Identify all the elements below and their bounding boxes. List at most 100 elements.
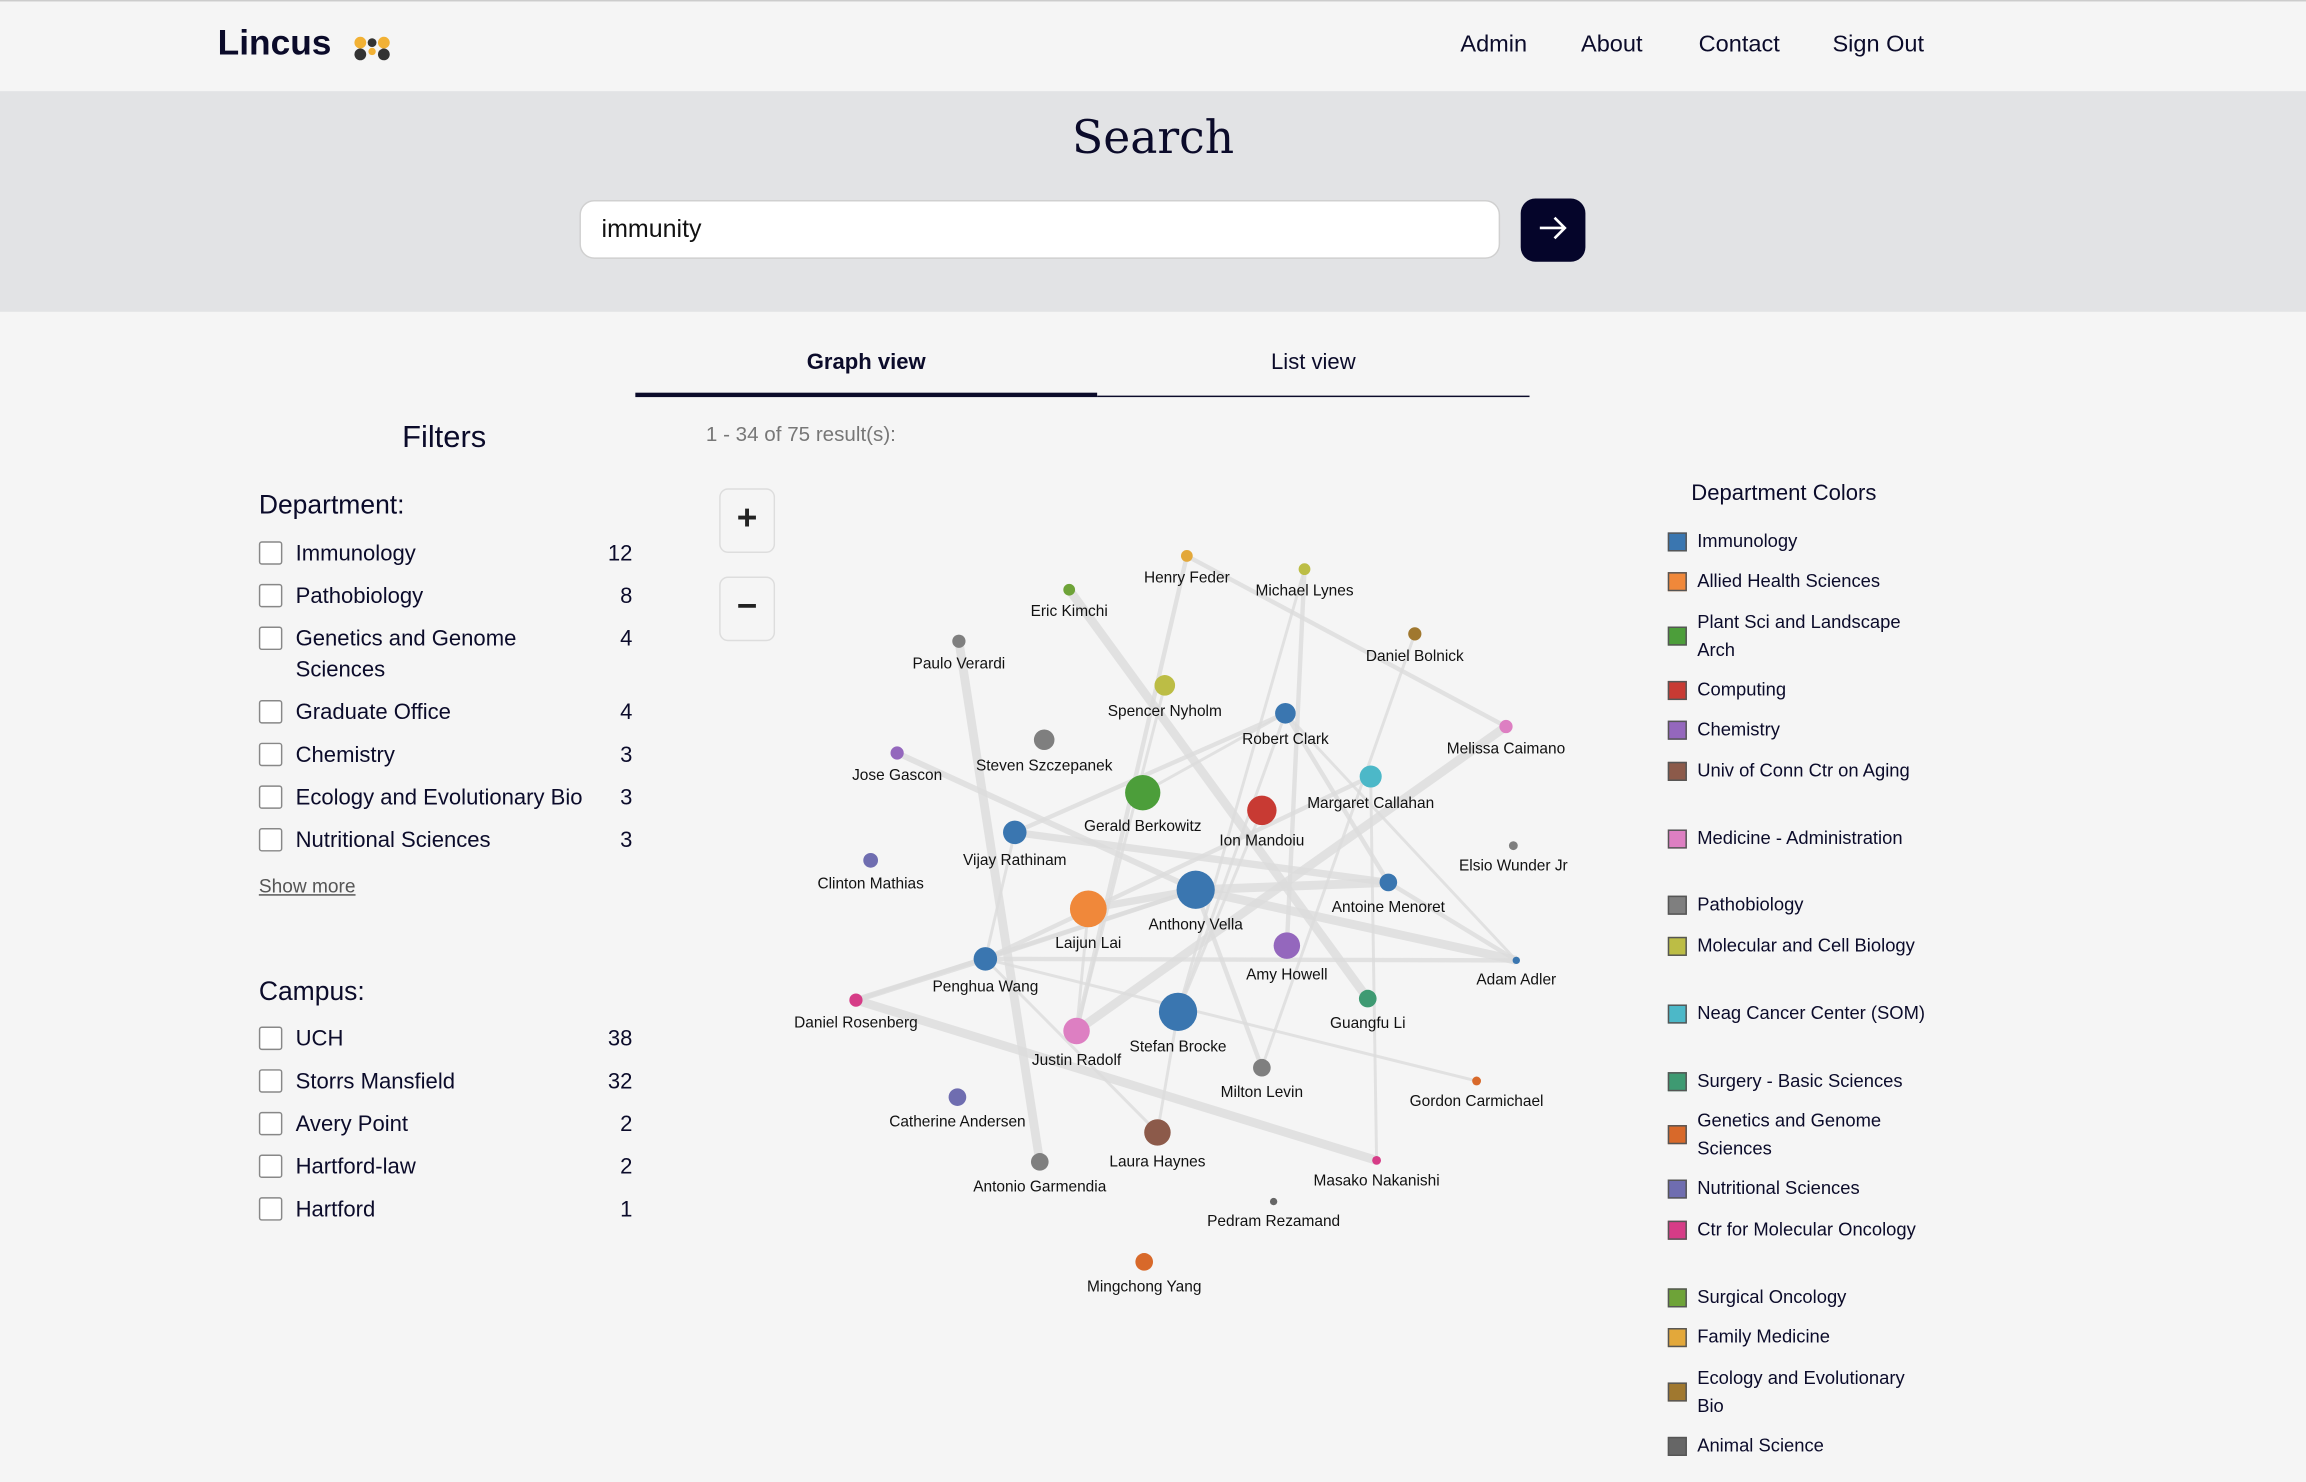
- graph-node[interactable]: [1499, 719, 1513, 734]
- graph-edge: [1369, 776, 1379, 1161]
- nav-sign-out[interactable]: Sign Out: [1832, 32, 1925, 58]
- graph-edge: [1284, 712, 1518, 962]
- filter-option[interactable]: Storrs Mansfield 32: [258, 1066, 632, 1097]
- filter-checkbox[interactable]: [258, 785, 283, 809]
- graph-node[interactable]: [1180, 550, 1193, 562]
- graph-node[interactable]: [1154, 675, 1176, 696]
- graph-node[interactable]: [1176, 870, 1215, 909]
- graph-node[interactable]: [952, 634, 966, 648]
- nav-about[interactable]: About: [1581, 32, 1643, 58]
- legend-label: Allied Health Sciences: [1697, 570, 1881, 592]
- filter-checkbox[interactable]: [258, 1026, 283, 1051]
- graph-node[interactable]: [1512, 956, 1520, 965]
- filter-option[interactable]: Chemistry 3: [258, 740, 632, 771]
- graph-node-label: Eric Kimchi: [1031, 603, 1108, 620]
- filter-option[interactable]: UCH 38: [258, 1024, 632, 1055]
- zoom-out-button[interactable]: −: [719, 576, 776, 642]
- legend-item: Ecology and Evolutionary Bio: [1667, 1365, 1933, 1419]
- graph-node[interactable]: [1359, 765, 1382, 788]
- filter-option[interactable]: Hartford-law 2: [258, 1152, 632, 1183]
- graph-node[interactable]: [948, 1088, 967, 1106]
- graph-node[interactable]: [1275, 702, 1296, 724]
- graph-node[interactable]: [1273, 932, 1301, 959]
- graph-node[interactable]: [1030, 1153, 1049, 1171]
- filter-checkbox[interactable]: [258, 742, 283, 767]
- legend-label: Molecular and Cell Biology: [1697, 935, 1915, 956]
- graph-node[interactable]: [1003, 820, 1027, 845]
- graph-node[interactable]: [1125, 775, 1161, 811]
- tab-list-view[interactable]: List view: [1097, 350, 1530, 398]
- graph-node[interactable]: [1135, 1253, 1154, 1271]
- filter-checkbox[interactable]: [258, 828, 283, 852]
- graph-edge: [1260, 633, 1417, 1069]
- legend-label: Computing: [1697, 679, 1787, 701]
- filter-option[interactable]: Graduate Office 4: [258, 697, 632, 728]
- graph-node[interactable]: [1269, 1197, 1278, 1206]
- graph-node[interactable]: [1063, 1017, 1090, 1045]
- legend-swatch: [1667, 761, 1687, 781]
- graph-edge: [1185, 553, 1508, 729]
- graph-node-label: Catherine Andersen: [889, 1114, 1025, 1131]
- legend-item: Animal Science: [1667, 1432, 1933, 1459]
- graph-node[interactable]: [1144, 1119, 1171, 1146]
- search-submit-button[interactable]: [1520, 198, 1586, 262]
- graph-node[interactable]: [1158, 992, 1198, 1031]
- filter-checkbox[interactable]: [258, 1069, 283, 1093]
- graph-node[interactable]: [849, 993, 863, 1007]
- filter-option[interactable]: Ecology and Evolutionary Bio 3: [258, 782, 633, 813]
- search-input[interactable]: [579, 200, 1501, 259]
- zoom-in-button[interactable]: +: [719, 488, 776, 553]
- graph-node-label: Guangfu Li: [1330, 1015, 1406, 1032]
- legend-swatch: [1667, 532, 1687, 552]
- filter-option[interactable]: Pathobiology 8: [258, 581, 632, 612]
- graph-node[interactable]: [1063, 583, 1076, 596]
- graph-node[interactable]: [973, 947, 998, 971]
- graph-node[interactable]: [1298, 563, 1311, 576]
- filter-checkbox[interactable]: [258, 541, 283, 565]
- graph-node[interactable]: [1358, 989, 1377, 1008]
- legend-label: Chemistry: [1697, 719, 1780, 740]
- legend-swatch: [1667, 1125, 1687, 1145]
- legend-swatch: [1667, 1436, 1687, 1456]
- nav-contact[interactable]: Contact: [1698, 32, 1780, 58]
- graph-node-label: Spencer Nyholm: [1108, 703, 1222, 720]
- graph-node[interactable]: [1472, 1076, 1481, 1086]
- filter-label: Genetics and Genome Sciences: [295, 626, 517, 683]
- filter-checkbox[interactable]: [258, 583, 283, 608]
- legend-label: Animal Science: [1697, 1435, 1824, 1456]
- filters-title: Filters: [402, 420, 487, 455]
- nav-admin[interactable]: Admin: [1460, 32, 1528, 58]
- filter-label: Hartford-law: [295, 1154, 416, 1180]
- filter-checkbox[interactable]: [258, 1197, 283, 1221]
- graph-node[interactable]: [1379, 873, 1398, 892]
- graph-node[interactable]: [1508, 841, 1518, 851]
- graph-node[interactable]: [1069, 890, 1107, 928]
- filter-checkbox[interactable]: [258, 626, 283, 651]
- graph-node-label: Laijun Lai: [1055, 935, 1121, 952]
- graph-node[interactable]: [863, 853, 879, 868]
- filter-option[interactable]: Genetics and Genome Sciences 4: [258, 624, 632, 686]
- graph-edge: [1065, 587, 1372, 1002]
- filter-option[interactable]: Nutritional Sciences 3: [258, 825, 632, 856]
- filter-count: 3: [620, 785, 633, 811]
- graph-edge: [895, 750, 1197, 893]
- graph-node[interactable]: [1247, 795, 1277, 826]
- tab-graph-view[interactable]: Graph view: [635, 350, 1098, 398]
- graph-edge: [1176, 712, 1287, 1013]
- filter-checkbox[interactable]: [258, 1154, 283, 1179]
- graph-node[interactable]: [1033, 729, 1055, 751]
- filter-option[interactable]: Immunology 12: [258, 538, 632, 569]
- filter-checkbox[interactable]: [258, 1111, 283, 1136]
- logo[interactable]: Lincus: [217, 23, 332, 64]
- filter-option[interactable]: Hartford 1: [258, 1194, 632, 1225]
- graph-node[interactable]: [890, 746, 904, 760]
- graph-node[interactable]: [1253, 1058, 1271, 1077]
- show-more-link[interactable]: Show more: [258, 875, 356, 898]
- filter-option[interactable]: Avery Point 2: [258, 1109, 632, 1140]
- graph-node[interactable]: [1408, 627, 1422, 641]
- graph-node[interactable]: [1372, 1155, 1381, 1165]
- filter-checkbox[interactable]: [258, 700, 283, 724]
- graph-node-label: Daniel Rosenberg: [794, 1014, 918, 1031]
- graph-node-label: Robert Clark: [1242, 731, 1329, 748]
- filter-label: Nutritional Sciences: [295, 828, 491, 854]
